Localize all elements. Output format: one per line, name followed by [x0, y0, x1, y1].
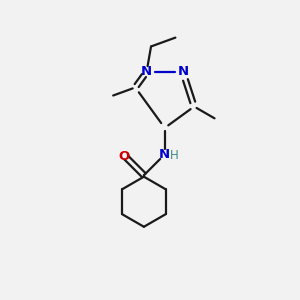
Text: N: N — [141, 65, 152, 79]
Text: H: H — [170, 148, 178, 161]
Text: O: O — [118, 150, 130, 163]
Text: N: N — [159, 148, 170, 161]
Text: N: N — [177, 65, 188, 79]
